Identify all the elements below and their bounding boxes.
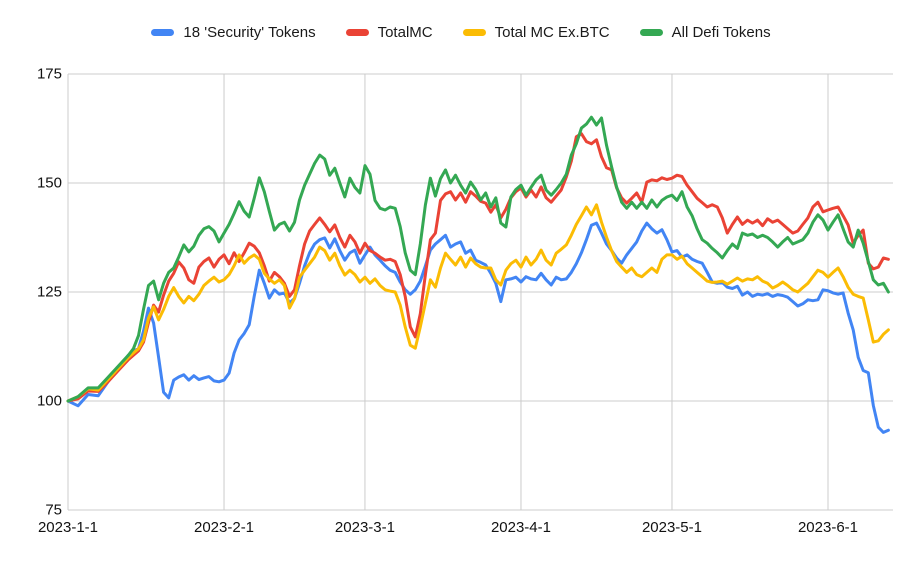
- legend-item-2[interactable]: Total MC Ex.BTC: [462, 23, 610, 41]
- series-line-3: [66, 115, 890, 403]
- legend-item-3[interactable]: All Defi Tokens: [639, 23, 771, 41]
- legend-label: 18 'Security' Tokens: [183, 23, 316, 41]
- x-axis-tick-label-2023-2-1: 2023-2-1: [193, 519, 255, 536]
- x-axis-tick-label-2023-1-1: 2023-1-1: [37, 519, 99, 536]
- y-axis-tick-label-125: 125: [36, 283, 62, 301]
- series-line-2: [66, 203, 890, 403]
- x-axis-tick-label-2023-6-1: 2023-6-1: [797, 519, 859, 536]
- x-axis-tick-label-2023-3-1: 2023-3-1: [334, 519, 395, 536]
- legend-swatch-icon: [345, 28, 369, 36]
- legend-label: TotalMC: [377, 23, 433, 41]
- legend-label: Total MC Ex.BTC: [494, 23, 610, 41]
- y-axis-tick-label-75: 75: [45, 501, 62, 519]
- series-line-0: [66, 221, 890, 434]
- y-axis-tick-label-100: 100: [36, 392, 62, 410]
- x-axis-tick-label-2023-4-1: 2023-4-1: [490, 519, 551, 536]
- x-axis-tick-label-2023-5-1: 2023-5-1: [641, 519, 702, 536]
- legend-swatch-icon: [151, 28, 175, 36]
- y-axis-tick-label-175: 175: [36, 65, 62, 83]
- y-axis-tick-label-150: 150: [36, 174, 62, 192]
- legend: 18 'Security' Tokens TotalMC Total MC Ex.B…: [0, 20, 922, 44]
- legend-swatch-icon: [639, 28, 663, 36]
- series-line-1: [66, 132, 890, 403]
- legend-label: All Defi Tokens: [671, 23, 771, 41]
- legend-swatch-icon: [462, 28, 486, 36]
- legend-item-0[interactable]: 18 'Security' Tokens: [151, 23, 316, 41]
- legend-item-1[interactable]: TotalMC: [345, 23, 433, 41]
